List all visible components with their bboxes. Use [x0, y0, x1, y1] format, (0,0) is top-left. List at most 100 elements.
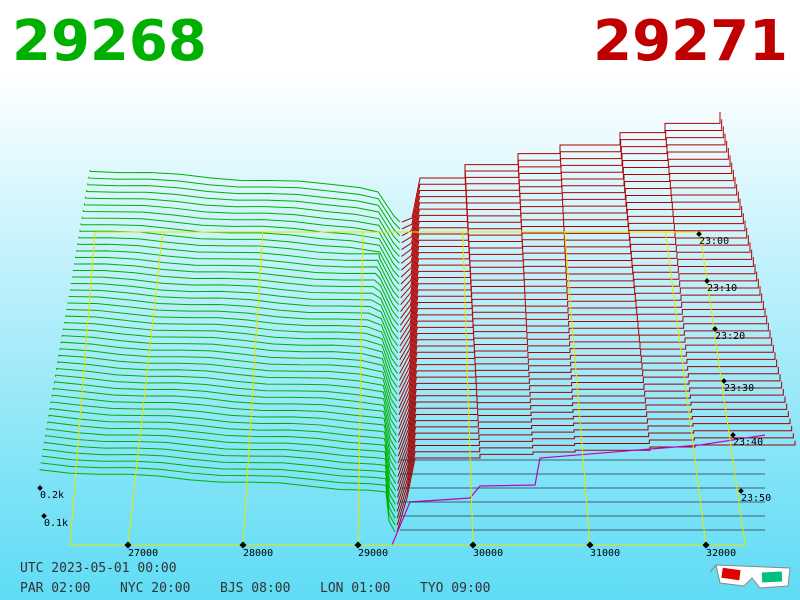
- tick-marker: [721, 378, 727, 384]
- bid-depth-line: [65, 315, 398, 374]
- bid-depth-line: [78, 236, 400, 292]
- ask-depth-line: [398, 300, 764, 402]
- bid-depth-line: [42, 448, 396, 512]
- bid-depth-line: [50, 401, 397, 464]
- ask-depth-line: [397, 344, 774, 443]
- ask-depth-line: [399, 227, 748, 333]
- bid-depth-line: [63, 322, 398, 381]
- time-label: 23:20: [715, 331, 745, 342]
- grid-line: [357, 231, 364, 546]
- price-label: 27000: [128, 548, 158, 559]
- grid-line: [127, 231, 164, 546]
- tick-marker: [702, 541, 710, 549]
- bid-depth-line: [56, 368, 398, 429]
- bid-depth-line: [40, 462, 396, 526]
- bid-depth-line: [77, 243, 400, 299]
- ask-depth-line: [398, 337, 773, 436]
- glasses-icon: [709, 564, 791, 589]
- bid-depth-line: [43, 441, 396, 505]
- time-label: 23:40: [733, 437, 763, 448]
- bid-depth-line: [85, 196, 400, 250]
- tick-marker: [712, 326, 718, 332]
- ask-depth-line: [399, 235, 749, 340]
- ask-depth-line: [399, 271, 758, 374]
- utc-time: UTC 2023-05-01 00:00: [20, 561, 177, 576]
- ask-depth-line: [399, 256, 754, 361]
- ask-depth-line: [396, 425, 793, 519]
- bid-depth-line: [57, 361, 398, 423]
- ask-depth-line: [399, 249, 753, 354]
- ask-depth-line: [398, 330, 771, 429]
- bid-depth-line: [69, 289, 399, 347]
- ask-depth-line: [399, 220, 746, 326]
- bid-depth-line: [72, 270, 399, 326]
- bid-depth-line: [39, 469, 396, 533]
- bid-depth-line: [46, 428, 397, 491]
- ask-price: 29271: [593, 9, 788, 74]
- bid-depth-line: [66, 309, 399, 367]
- tick-marker: [738, 488, 744, 494]
- bid-depth-line: [45, 435, 396, 498]
- bid-depth-line: [81, 216, 400, 271]
- tick-marker: [239, 541, 247, 549]
- time-label: 23:50: [741, 493, 771, 504]
- ask-depth-line: [397, 359, 778, 457]
- bid-depth-line: [76, 250, 400, 305]
- price-label: 32000: [706, 548, 736, 559]
- trade-line: [391, 434, 766, 546]
- ask-depth-line: [397, 366, 779, 464]
- bid-depth-line: [48, 414, 397, 478]
- bid-depth-line: [62, 328, 398, 388]
- tick-marker: [354, 541, 362, 549]
- grid-line: [242, 231, 264, 546]
- bid-depth-line: [73, 263, 399, 319]
- bid-depth-line: [83, 203, 400, 257]
- tick-marker: [586, 541, 594, 549]
- grid-line: [564, 231, 591, 546]
- tick-marker: [730, 432, 736, 438]
- ask-depth-line: [396, 411, 789, 505]
- bid-depth-line: [88, 176, 401, 230]
- ask-depth-line: [398, 315, 768, 416]
- ask-depth-line: [397, 381, 783, 478]
- bid-depth-line: [60, 341, 398, 402]
- bid-depth-line: [89, 170, 401, 223]
- ask-depth-line: [397, 389, 784, 484]
- price-label: 31000: [590, 548, 620, 559]
- bid-depth-line: [61, 335, 398, 395]
- bid-depth-line: [86, 190, 401, 244]
- ask-depth-line: [399, 264, 756, 367]
- bid-depth-line: [58, 354, 398, 416]
- price-label: 30000: [473, 548, 503, 559]
- ask-depth-line: [397, 374, 781, 471]
- bid-depth-line: [52, 387, 397, 450]
- grid: 27000 28000 29000 30000 31000 32000 0.2k 0.1k 23…: [37, 231, 771, 559]
- bid-price: 29268: [12, 9, 207, 74]
- bid-depth-line: [55, 374, 397, 436]
- bid-depth-line: [70, 283, 399, 340]
- ask-depth-line: [399, 278, 759, 381]
- tick-marker: [41, 513, 47, 519]
- bid-depth-line: [41, 455, 396, 519]
- time-label: 23:30: [724, 383, 754, 394]
- price-label: 28000: [243, 548, 273, 559]
- bid-depth-line: [79, 230, 400, 285]
- clock-label: PAR 02:00: [20, 581, 90, 596]
- ask-depth-line: [397, 396, 786, 491]
- ask-depth-line: [398, 293, 763, 395]
- grid-frame: [69, 231, 746, 546]
- price-label: 29000: [358, 548, 388, 559]
- ask-depth-line: [396, 433, 794, 526]
- tick-marker: [469, 541, 477, 549]
- grid-line: [665, 231, 707, 546]
- bid-depth-line: [80, 223, 400, 278]
- clock-label: NYC 20:00: [120, 581, 190, 596]
- volume-label: 0.1k: [44, 518, 68, 529]
- tick-marker: [124, 541, 132, 549]
- ask-depth-line: [399, 242, 751, 347]
- bid-depth-line: [71, 276, 399, 333]
- clock-label: LON 01:00: [320, 581, 390, 596]
- bid-depth-line: [51, 394, 397, 457]
